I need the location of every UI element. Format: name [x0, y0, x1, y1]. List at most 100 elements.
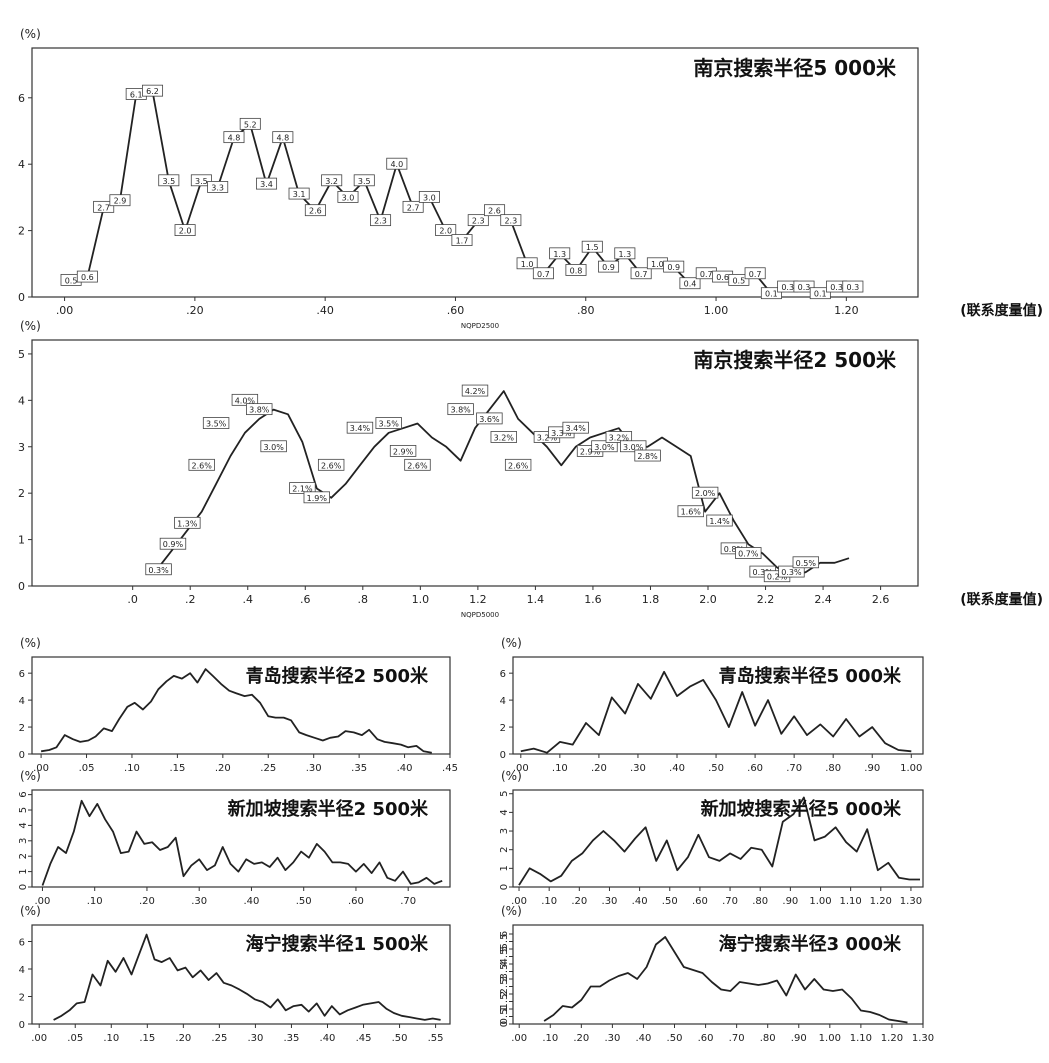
series-line [70, 90, 853, 295]
data-label: 0.6 [81, 273, 94, 282]
y-tick-label: 6 [18, 791, 29, 797]
data-label-box [272, 131, 294, 144]
data-label: 0.3% [781, 568, 802, 577]
data-label: 2.3 [374, 217, 387, 226]
plot-frame [512, 789, 924, 888]
chart-2: (%) 0 1 2 3 4 5 .0 .2 .4 .6 .8 1.0 1.2 1.4 1.6 1.8 2.0 2.2… [18, 319, 1043, 619]
x-tick-label: .20 [139, 896, 155, 907]
y-tick-label: 0 [18, 291, 25, 304]
y-tick-label: 2 [19, 993, 25, 1004]
data-label: 2.9 [114, 197, 127, 206]
data-label: 4.8 [228, 134, 241, 143]
data-label-box [532, 267, 554, 280]
x-tick-label: 1.00 [819, 1033, 841, 1044]
data-label-box [793, 280, 815, 293]
x-tick-label: .20 [175, 1033, 191, 1044]
x-tick-label: .20 [591, 763, 607, 774]
data-label: 0.7 [537, 270, 550, 279]
y-tick-label: 2 [18, 853, 29, 859]
x-tick-label: .80 [577, 304, 595, 317]
data-label-box [467, 214, 489, 227]
y-tick-label: 3 [18, 838, 29, 844]
x-tick-label: .25 [260, 763, 276, 774]
x-tick-label: 1.2 [469, 593, 487, 606]
chart-title: 青岛搜索半径5 000米 [719, 665, 902, 687]
plot-frame [31, 339, 919, 587]
data-label: 3.0% [623, 443, 644, 452]
data-label: 3.6% [479, 415, 500, 424]
data-label-box [418, 190, 440, 203]
y-tick-label: 4 [18, 394, 25, 407]
data-label-box [581, 240, 603, 253]
unit-label: (%) [20, 769, 41, 783]
x-tick-label: .35 [351, 763, 367, 774]
data-label-box [500, 214, 522, 227]
chart-title: 南京搜索半径5 000米 [693, 56, 897, 80]
unit-label: (%) [20, 319, 41, 333]
data-label-box [842, 280, 864, 293]
data-label-box [706, 514, 733, 527]
plot-frame [512, 924, 924, 1025]
data-label-box [386, 157, 408, 170]
data-label-box [605, 431, 633, 443]
data-label-box [231, 393, 259, 406]
series-line [543, 936, 908, 1024]
x-tick-label: .8 [358, 593, 369, 606]
series-line [41, 799, 443, 886]
x-tick-label: .30 [602, 896, 618, 907]
data-label-box [451, 234, 473, 246]
series-line [53, 933, 441, 1021]
data-label-box [490, 431, 517, 443]
x-tick-label: .30 [191, 896, 207, 907]
data-label: 3.3 [211, 183, 224, 192]
data-label-box [190, 174, 212, 187]
y-tick-label: 2 [500, 723, 506, 734]
data-label-box [174, 516, 201, 529]
data-label-box [303, 491, 330, 504]
data-label-box [93, 200, 115, 213]
data-label-box [677, 505, 704, 518]
x-tick-label: 2.2 [757, 593, 775, 606]
x-tick-label: .70 [786, 763, 802, 774]
data-label: 2.6% [508, 461, 529, 470]
data-label: 2.6% [321, 461, 342, 470]
data-label: 4.2% [465, 387, 486, 396]
x-tick-label: .00 [511, 1033, 527, 1044]
y-tick-label: 2 [499, 847, 510, 853]
y-tick-label: 6 [500, 669, 506, 680]
data-label-box [353, 174, 375, 187]
data-label: 2.7 [97, 203, 110, 212]
data-label: 3.2% [494, 433, 515, 442]
x-tick-label: .10 [542, 1033, 558, 1044]
x-tick-label: .30 [630, 763, 646, 774]
x-tick-label: .05 [67, 1033, 83, 1044]
x-tick-label: .10 [541, 896, 557, 907]
x-tick-label: .30 [247, 1033, 263, 1044]
x-tick-label: .05 [79, 763, 95, 774]
y-tick-label: 0 [19, 750, 25, 761]
data-label-box [288, 187, 310, 200]
x-tick-label: 1.10 [840, 896, 862, 907]
data-label-box [246, 403, 273, 416]
data-label-box [634, 449, 661, 462]
x-tick-label: .00 [33, 763, 49, 774]
x-tick-label: .15 [169, 763, 185, 774]
plot-frame [31, 924, 451, 1025]
data-label-box [565, 264, 587, 276]
y-tick-label: 4.5 [499, 949, 510, 965]
data-label-box [744, 267, 766, 280]
x-tick-label: 2.0 [699, 593, 717, 606]
data-label: 1.3 [618, 250, 631, 259]
y-tick-label: 2 [18, 487, 25, 500]
x-tick-label: .0 [127, 593, 138, 606]
unit-label: (%) [20, 636, 41, 650]
x-tick-label: .50 [296, 896, 312, 907]
data-label-box [159, 537, 187, 550]
data-label-box [289, 482, 316, 494]
x-tick-label: 1.20 [870, 896, 892, 907]
x-tick-label: .60 [447, 304, 465, 317]
x-tick-label: .6 [300, 593, 311, 606]
chart-title: 新加坡搜索半径5 000米 [701, 798, 902, 820]
axis-name: NQPD5000 [461, 611, 499, 619]
